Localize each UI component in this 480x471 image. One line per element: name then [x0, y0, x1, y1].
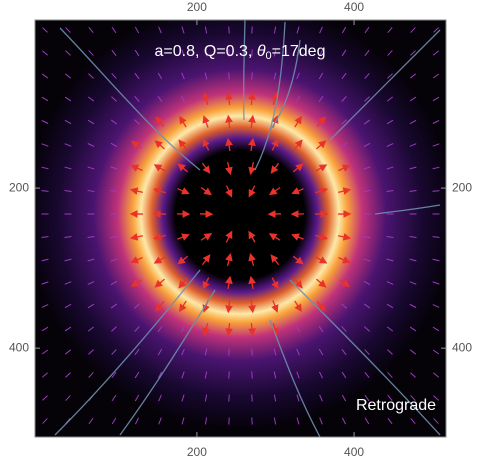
y-tick-label: 400 [9, 340, 29, 354]
y-tick-label: 200 [9, 180, 29, 194]
title-text: a=0.8, Q=0.3, [155, 43, 257, 60]
field-dash [252, 73, 253, 80]
density-image [35, 20, 446, 437]
title-symbol: θ [257, 43, 266, 60]
x-tick-label: 200 [187, 445, 207, 459]
y-tick-label: 200 [452, 180, 472, 194]
y-tick-label: 400 [452, 340, 472, 354]
field-dash [229, 73, 230, 80]
x-tick-label: 200 [187, 0, 207, 14]
x-tick-label: 400 [344, 445, 364, 459]
annotation: Retrograde [356, 397, 436, 414]
chart-title: a=0.8, Q=0.3, θ0=17deg [155, 43, 326, 62]
title-text: =17deg [272, 43, 326, 60]
field-dash [252, 349, 253, 356]
field-dash [229, 349, 230, 356]
x-tick-label: 400 [344, 0, 364, 14]
field-dash [252, 372, 253, 379]
